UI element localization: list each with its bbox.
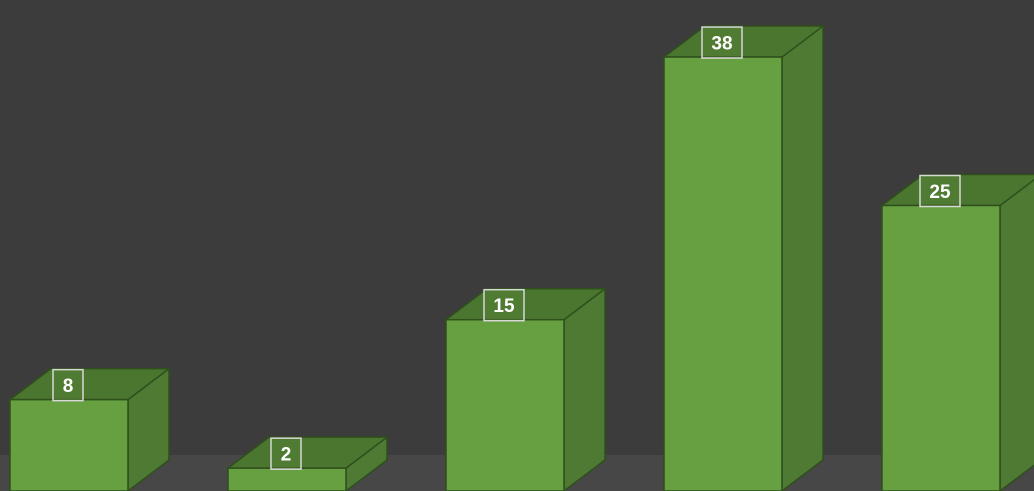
data-label: 25 bbox=[919, 174, 961, 208]
data-label-box bbox=[701, 26, 743, 59]
data-label-text: 25 bbox=[929, 182, 951, 203]
data-label: 2 bbox=[270, 437, 302, 470]
data-label: 8 bbox=[52, 368, 84, 402]
bar bbox=[879, 173, 1034, 491]
data-label-box bbox=[270, 437, 302, 470]
bar bbox=[443, 287, 608, 491]
bar-front-face bbox=[881, 204, 1001, 491]
bar bbox=[7, 367, 172, 491]
data-label-text: 38 bbox=[711, 34, 732, 55]
data-label-text: 8 bbox=[63, 376, 74, 397]
bar bbox=[661, 24, 826, 491]
bar-front-face bbox=[9, 398, 129, 491]
data-label-box bbox=[52, 368, 84, 402]
bar-side-face bbox=[781, 24, 824, 491]
bar bbox=[225, 435, 390, 491]
data-label: 15 bbox=[483, 288, 525, 322]
bar-front-face bbox=[445, 318, 565, 491]
bar-side-face bbox=[999, 178, 1034, 491]
data-labels-group: 8 2 15 38 25 bbox=[52, 26, 961, 470]
data-label-box bbox=[483, 288, 525, 322]
data-label-text: 2 bbox=[281, 445, 292, 466]
bar-front-face bbox=[663, 56, 783, 491]
bar-front-face bbox=[227, 467, 347, 491]
data-label: 38 bbox=[701, 26, 743, 59]
data-label-box bbox=[919, 174, 961, 208]
bar-side-face bbox=[563, 287, 606, 491]
data-label-text: 15 bbox=[493, 296, 515, 317]
bars-group bbox=[7, 24, 1034, 491]
